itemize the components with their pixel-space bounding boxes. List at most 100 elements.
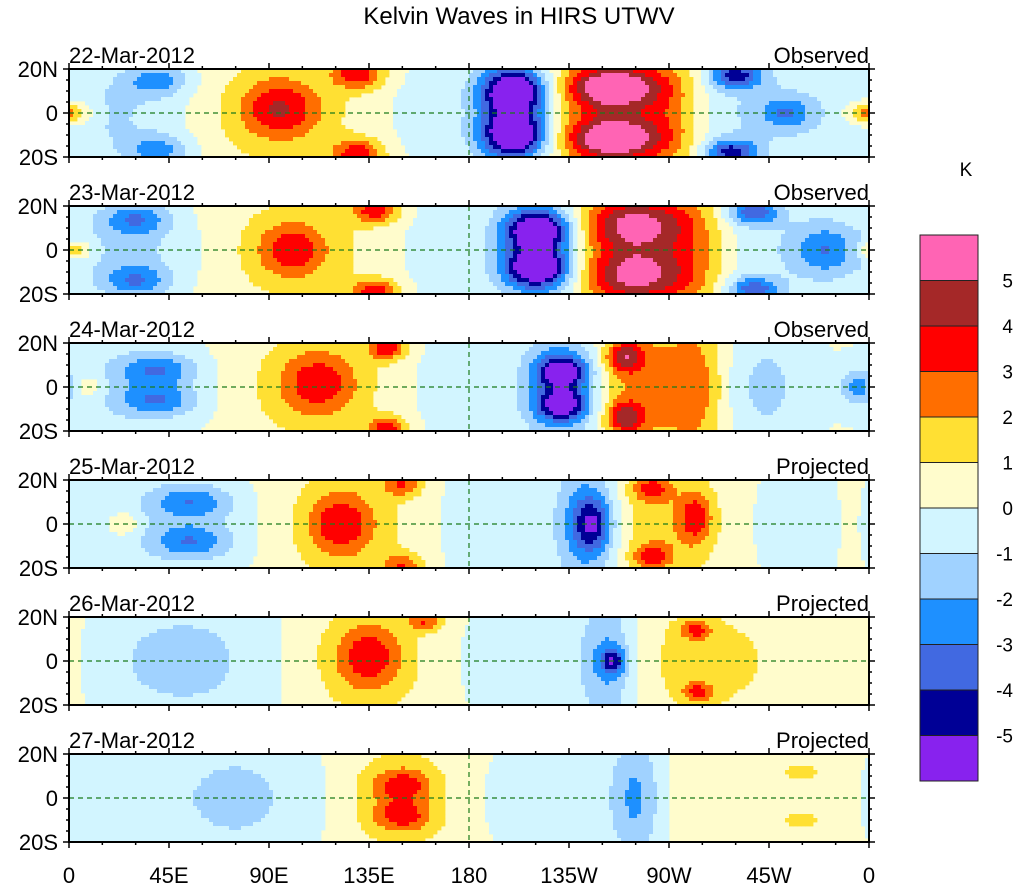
field-cell — [289, 81, 294, 86]
field-cell — [453, 129, 458, 134]
field-cell — [273, 121, 278, 126]
field-cell — [697, 222, 702, 227]
field-cell — [849, 137, 854, 142]
field-cell — [325, 117, 330, 122]
field-cell — [441, 113, 446, 118]
field-cell — [93, 73, 98, 78]
field-cell — [621, 85, 626, 90]
field-cell — [533, 69, 538, 74]
field-cell — [857, 222, 862, 227]
field-cell — [457, 69, 462, 74]
field-cell — [585, 218, 590, 223]
field-cell — [149, 145, 154, 150]
field-cell — [637, 133, 642, 138]
field-cell — [501, 153, 506, 157]
field-cell — [501, 85, 506, 90]
field-cell — [449, 133, 454, 138]
field-cell — [817, 129, 822, 134]
field-cell — [101, 105, 106, 110]
field-cell — [721, 105, 726, 110]
field-cell — [777, 226, 782, 231]
field-cell — [485, 214, 490, 219]
field-cell — [821, 121, 826, 126]
field-cell — [765, 109, 770, 114]
field-cell — [297, 117, 302, 122]
field-cell — [77, 109, 82, 114]
field-cell — [277, 93, 282, 98]
field-cell — [193, 77, 198, 82]
field-cell — [233, 125, 238, 130]
field-cell — [809, 117, 814, 122]
field-cell — [313, 85, 318, 90]
field-cell — [437, 125, 442, 130]
field-cell — [153, 153, 158, 157]
field-cell — [645, 145, 650, 150]
field-cell — [117, 77, 122, 82]
field-cell — [585, 149, 590, 154]
field-cell — [417, 206, 422, 211]
field-cell — [285, 73, 290, 78]
field-cell — [413, 141, 418, 146]
field-cell — [705, 214, 710, 219]
field-cell — [601, 125, 606, 130]
field-cell — [73, 77, 78, 82]
field-cell — [833, 109, 838, 114]
field-cell — [253, 81, 258, 86]
field-cell — [361, 73, 366, 78]
field-cell — [493, 97, 498, 102]
field-cell — [629, 145, 634, 150]
field-cell — [221, 109, 226, 114]
field-cell — [829, 89, 834, 94]
field-cell — [681, 77, 686, 82]
field-cell — [749, 93, 754, 98]
field-cell — [633, 141, 638, 146]
field-cell — [465, 218, 470, 223]
field-cell — [741, 214, 746, 219]
field-cell — [525, 81, 530, 86]
field-cell — [293, 149, 298, 154]
field-cell — [861, 109, 866, 114]
field-cell — [753, 129, 758, 134]
field-cell — [573, 125, 578, 130]
field-cell — [313, 145, 318, 150]
field-cell — [657, 226, 662, 231]
field-cell — [437, 73, 442, 78]
field-cell — [657, 153, 662, 157]
field-cell — [685, 77, 690, 82]
field-cell — [361, 153, 366, 157]
field-cell — [429, 121, 434, 126]
field-cell — [773, 214, 778, 219]
field-cell — [509, 73, 514, 78]
field-cell — [105, 210, 110, 215]
field-cell — [153, 133, 158, 138]
field-cell — [197, 77, 202, 82]
field-cell — [181, 210, 186, 215]
field-cell — [753, 93, 758, 98]
field-cell — [169, 97, 174, 102]
field-cell — [761, 73, 766, 78]
field-cell — [837, 101, 842, 106]
field-cell — [797, 129, 802, 134]
field-cell — [505, 77, 510, 82]
field-cell — [689, 93, 694, 98]
field-cell — [821, 97, 826, 102]
field-cell — [789, 141, 794, 146]
field-cell — [617, 93, 622, 98]
field-cell — [445, 109, 450, 114]
field-cell — [129, 125, 134, 130]
field-cell — [705, 73, 710, 78]
field-cell — [337, 85, 342, 90]
field-cell — [289, 117, 294, 122]
field-cell — [265, 121, 270, 126]
field-cell — [165, 218, 170, 223]
field-cell — [129, 129, 134, 134]
field-cell — [109, 81, 114, 86]
field-cell — [137, 93, 142, 98]
field-cell — [257, 137, 262, 142]
field-cell — [861, 113, 866, 118]
field-cell — [641, 97, 646, 102]
field-cell — [413, 133, 418, 138]
field-cell — [421, 129, 426, 134]
field-cell — [325, 145, 330, 150]
field-cell — [501, 141, 506, 146]
